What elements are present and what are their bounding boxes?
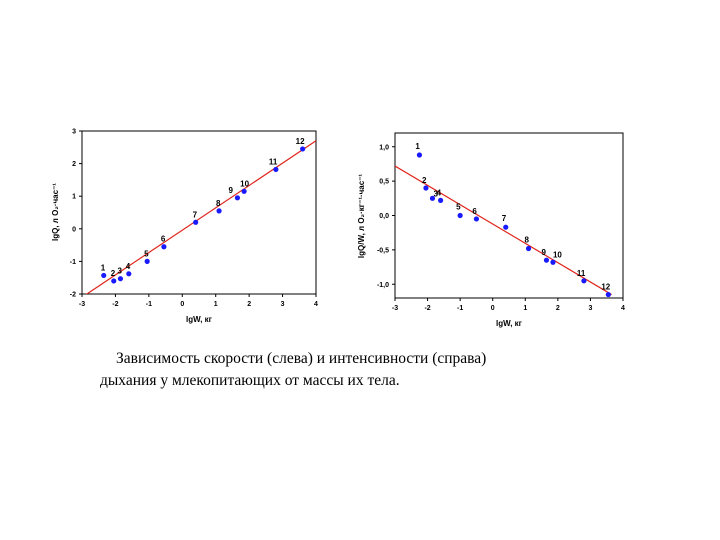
chart2-x-tick-label: -3 (392, 305, 398, 312)
chart1-x-tick-label: -2 (112, 301, 118, 308)
chart1-point-label-6: 6 (161, 235, 166, 244)
chart1-point-label-5: 5 (144, 249, 149, 258)
chart1-point-label-10: 10 (240, 179, 249, 188)
chart1-data-point-12 (300, 146, 306, 152)
chart1-point-label-3: 3 (117, 267, 122, 276)
chart2-data-point-4 (438, 197, 444, 203)
chart2-data-point-8 (525, 245, 532, 252)
chart1-point-label-12: 12 (296, 137, 305, 146)
chart2-data-point-5 (457, 212, 463, 219)
chart1-data-point-8 (216, 208, 222, 214)
chart1-x-tick-label: 3 (281, 301, 285, 308)
chart2-data-point-1 (416, 152, 423, 158)
chart1-data-point-5 (144, 258, 150, 264)
chart1-y-tick-label: 2 (72, 161, 76, 168)
chart1-point-label-11: 11 (269, 157, 278, 166)
caption-line-2: дыхания у млекопитающих от массы их тела… (100, 372, 400, 389)
chart1-fit-line (85, 140, 316, 294)
chart2-point-label-12: 12 (601, 283, 610, 292)
chart2-point-label-9: 9 (541, 248, 546, 257)
chart1-data-point-2 (111, 278, 117, 284)
chart2-point-label-6: 6 (472, 207, 477, 216)
chart2-point-label-7: 7 (502, 214, 507, 223)
chart2-x-tick-label: 2 (556, 305, 560, 312)
chart1-point-label-8: 8 (216, 199, 221, 208)
chart1-plot-frame (81, 130, 317, 295)
chart2-x-tick-label: -1 (457, 305, 463, 312)
chart2-data-point-2 (423, 185, 429, 191)
chart2-y-tick-label: 0,0 (379, 213, 389, 220)
chart1-x-tick-label: -1 (146, 301, 152, 308)
chart2-y-tick-label: 1,0 (379, 144, 389, 151)
chart1-x-tick-label: -3 (79, 301, 85, 308)
chart1-y-tick-label: 3 (72, 129, 76, 136)
chart1-x-tick-label: 4 (314, 301, 318, 308)
chart1-data-point-4 (126, 271, 132, 277)
chart1-y-tick-label: 1 (72, 194, 76, 201)
chart2-point-label-1: 1 (415, 142, 420, 151)
chart1-data-point-1 (101, 272, 107, 279)
chart2-x-tick-label: 1 (523, 305, 527, 312)
chart1-x-tick-label: 1 (214, 301, 218, 308)
chart2-data-point-10 (550, 259, 556, 265)
chart1-point-label-2: 2 (111, 269, 116, 278)
chart1-y-tick-label: -1 (70, 259, 76, 266)
chart2-point-label-8: 8 (525, 236, 530, 245)
chart1-data-point-11 (273, 166, 279, 173)
chart1-point-label-1: 1 (101, 263, 106, 272)
chart1-x-tick-label: 0 (180, 301, 184, 308)
chart1-data-point-10 (241, 188, 247, 194)
chart2-y-tick-label: -0,5 (377, 247, 389, 254)
chart2-point-label-4: 4 (437, 188, 442, 197)
chart2-x-tick-label: 3 (588, 305, 592, 312)
chart2-data-point-9 (543, 257, 550, 263)
chart1-point-label-7: 7 (193, 210, 198, 219)
chart2-y-tick-label: -1,0 (377, 282, 389, 289)
chart2-point-label-11: 11 (577, 269, 586, 278)
chart1-x-axis-label: lgW, кг (186, 315, 213, 324)
chart1-point-label-9: 9 (228, 186, 233, 195)
chart2-x-axis-label: lgW, кг (496, 319, 523, 328)
chart1-data-point-7 (193, 219, 199, 225)
chart2-x-tick-label: -2 (424, 305, 430, 312)
chart2-plot-frame (394, 132, 624, 299)
chart1-y-tick-label: 0 (72, 226, 76, 233)
chart1-data-point-6 (161, 244, 167, 250)
chart2-point-label-10: 10 (553, 250, 562, 259)
chart1-y-tick-label: -2 (70, 292, 76, 299)
chart2-y-tick-label: 0,5 (379, 179, 389, 186)
chart2-point-label-3: 3 (433, 189, 438, 198)
chart2-y-axis-label: lgQ/W, л O₂·кг⁻¹·час⁻¹ (357, 174, 366, 259)
chart1-x-tick-label: 2 (247, 301, 251, 308)
chart1-point-label-4: 4 (126, 262, 131, 271)
caption-line-1: Зависимость скорости (слева) и интенсивн… (116, 350, 487, 367)
figure-caption: Зависимость скорости (слева) и интенсивн… (100, 348, 660, 392)
chart2-data-point-11 (581, 278, 587, 284)
chart2-data-point-7 (503, 224, 509, 230)
chart1-data-point-3 (117, 276, 124, 282)
chart2-point-label-2: 2 (422, 176, 427, 185)
chart2-fit-line (395, 165, 612, 296)
chart2-x-tick-label: 0 (491, 305, 495, 312)
chart2-data-point-3 (429, 195, 436, 201)
chart1-y-axis-label: lgQ, л O₂·час⁻¹ (51, 183, 60, 241)
chart2-point-label-5: 5 (456, 203, 461, 212)
chart1-data-point-9 (234, 195, 241, 201)
chart2-x-tick-label: 4 (621, 305, 625, 312)
chart2-data-point-6 (473, 216, 480, 222)
chart2-data-point-12 (605, 291, 611, 298)
